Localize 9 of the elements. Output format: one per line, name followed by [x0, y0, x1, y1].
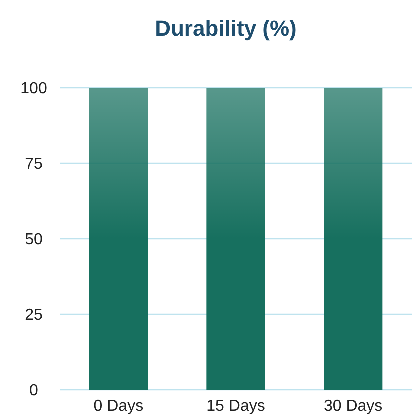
y-tick-label: 0	[30, 382, 39, 400]
x-tick-label: 30 Days	[324, 398, 383, 415]
x-tick-label: 0 Days	[94, 398, 144, 415]
x-tick-label: 15 Days	[206, 398, 266, 415]
chart-title: Durability (%)	[155, 16, 297, 41]
y-tick-label: 100	[20, 80, 48, 98]
y-tick-label: 25	[25, 307, 43, 324]
y-tick-label: 50	[25, 232, 43, 249]
y-tick-label: 75	[25, 156, 43, 174]
